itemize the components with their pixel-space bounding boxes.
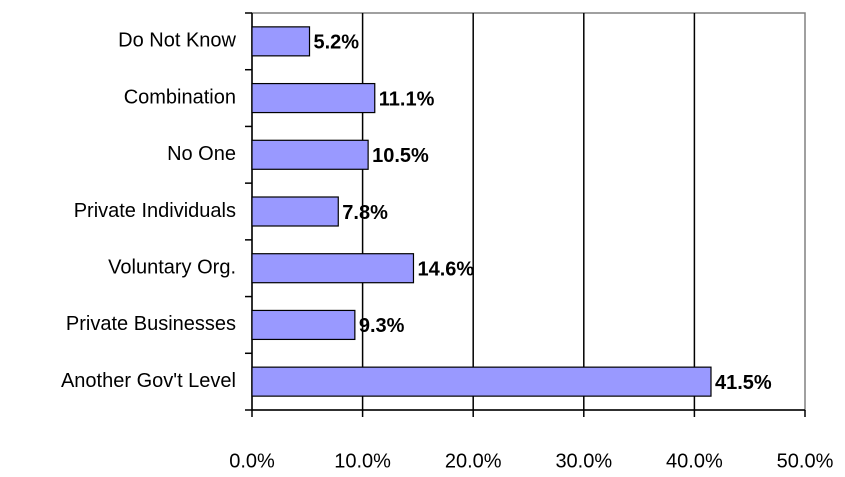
y-tick-label: Another Gov't Level [61, 370, 236, 392]
value-label: 10.5% [372, 145, 429, 167]
x-tick-label: 40.0% [666, 450, 723, 472]
bar [251, 309, 356, 341]
x-tick-label: 10.0% [334, 450, 391, 472]
x-tick-label: 0.0% [229, 450, 275, 472]
y-tick-label: Private Individuals [74, 200, 236, 222]
x-tick-label: 20.0% [445, 450, 502, 472]
value-label: 5.2% [314, 32, 360, 54]
y-tick-label: Combination [124, 86, 236, 108]
value-label: 14.6% [417, 258, 474, 280]
y-tick-label: Private Businesses [66, 313, 236, 335]
bar [251, 253, 415, 284]
value-label: 7.8% [342, 202, 388, 224]
value-label: 11.1% [379, 88, 435, 110]
bar [251, 196, 339, 227]
bar [251, 82, 376, 114]
y-tick-label: Do Not Know [118, 30, 236, 52]
bar [251, 26, 311, 57]
y-tick-label: Voluntary Org. [108, 256, 236, 278]
y-tick-label: No One [167, 143, 236, 165]
value-label: 9.3% [359, 315, 405, 337]
x-tick-label: 30.0% [555, 450, 612, 472]
bar [251, 366, 712, 397]
bar [251, 139, 369, 170]
value-label: 41.5% [715, 372, 772, 394]
x-tick-label: 50.0% [777, 450, 834, 472]
